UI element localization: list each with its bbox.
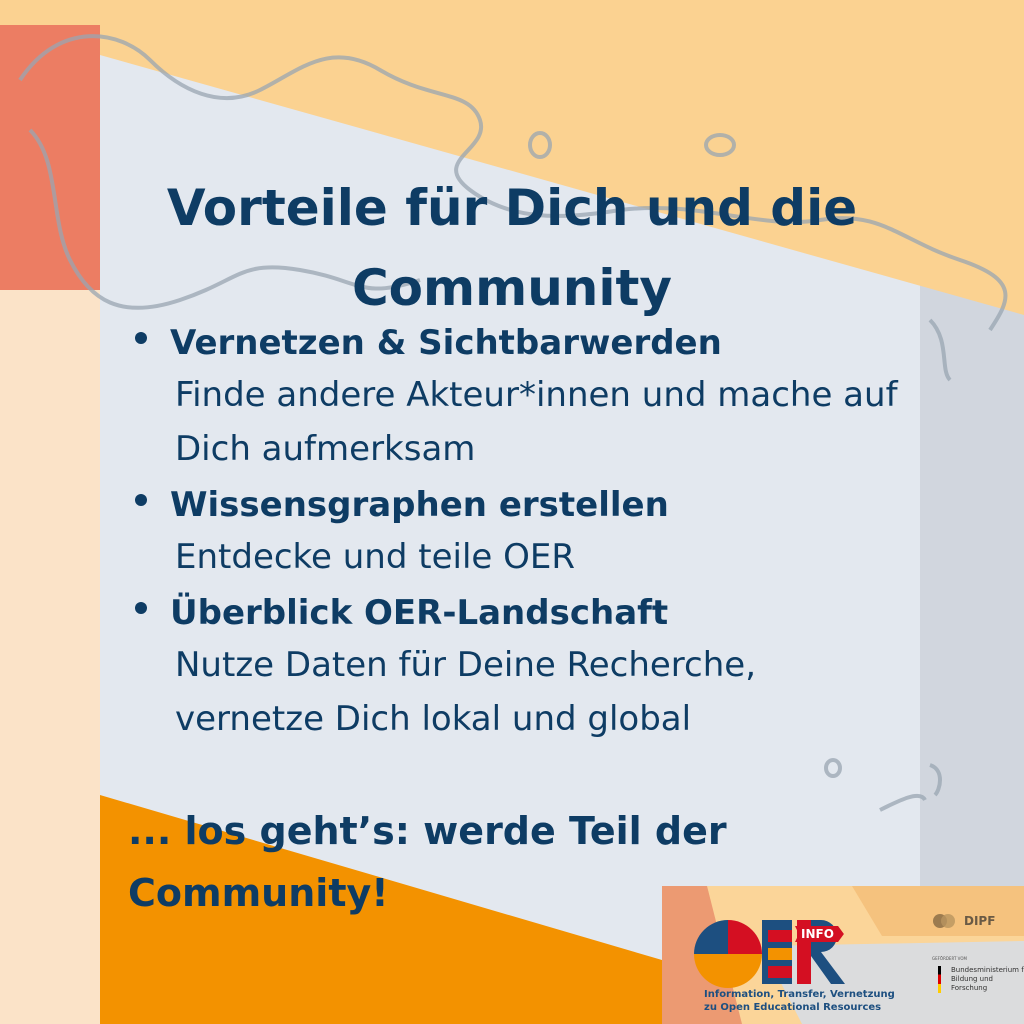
item-heading: Überblick OER-Landschaft [170, 593, 669, 633]
tagline-line-1: Information, Transfer, Vernetzung [704, 989, 895, 1000]
item-heading: Vernetzen & Sichtbarwerden [170, 323, 722, 363]
benefits-list: Vernetzen & Sichtbarwerden Finde andere … [135, 318, 915, 750]
bullet-icon [135, 494, 147, 506]
ministry-name: Bundesministerium für Bildung und Forsch… [938, 966, 1024, 993]
logo-tagline: Information, Transfer, Vernetzung zu Ope… [704, 988, 895, 1014]
tagline-line-2: zu Open Educational Resources [704, 1002, 882, 1013]
list-item: Vernetzen & Sichtbarwerden Finde andere … [135, 318, 915, 476]
item-heading: Wissensgraphen erstellen [170, 485, 669, 525]
info-tag: INFO [795, 926, 844, 942]
list-item: Überblick OER-Landschaft Nutze Daten für… [135, 588, 915, 746]
item-body: Finde andere Akteur*innen und mache auf … [175, 375, 898, 469]
item-body: Nutze Daten für Deine Recherche, vernetz… [175, 645, 757, 739]
dipf-logo-icon [933, 914, 955, 928]
page-title: Vorteile für Dich und die Community [166, 179, 858, 317]
bullet-icon [135, 602, 147, 614]
partner-name: DIPF [964, 914, 996, 928]
oer-info-logo-banner: INFO Information, Transfer, Vernetzung z… [662, 886, 1024, 1024]
funded-by-label: GEFÖRDERT VOM [932, 956, 967, 961]
list-item: Wissensgraphen erstellen Entdecke und te… [135, 480, 915, 584]
item-body: Entdecke und teile OER [175, 537, 575, 577]
bullet-icon [135, 332, 147, 344]
oer-logo-icon [662, 886, 1024, 1024]
world-map-outline [18, 34, 1008, 812]
call-to-action: ... los geht’s: werde Teil der Community… [128, 809, 727, 915]
